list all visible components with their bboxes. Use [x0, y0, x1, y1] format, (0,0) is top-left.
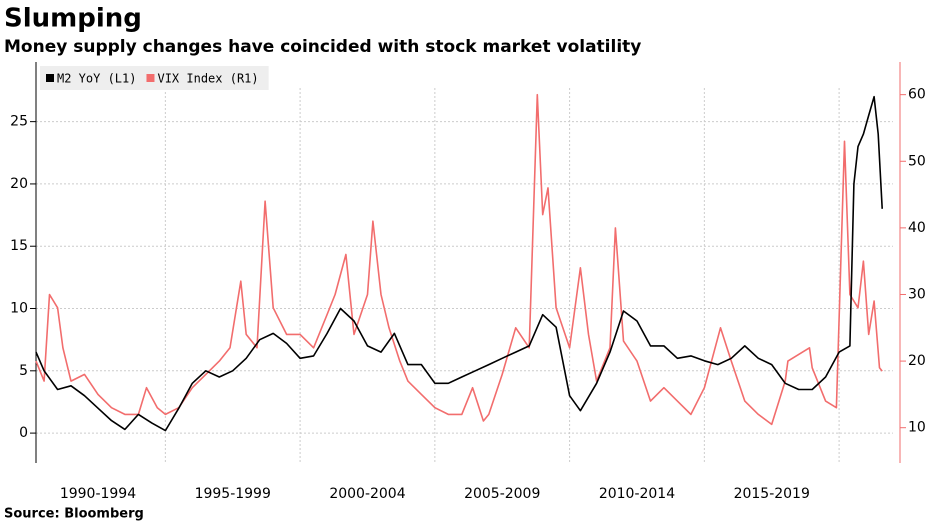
legend-swatch	[46, 74, 54, 82]
y2-tick-label: 60	[908, 87, 926, 103]
x-tick-label: 1990-1994	[60, 486, 136, 502]
chart-title: Slumping	[4, 4, 142, 34]
x-tick-label: 1995-1999	[195, 486, 271, 502]
y2-tick-label: 50	[908, 153, 926, 169]
x-tick-label: 2005-2009	[464, 486, 540, 502]
x-tick-label: 2015-2019	[734, 486, 810, 502]
y-tick-label: 25	[10, 114, 28, 130]
y-tick-label: 20	[10, 176, 28, 192]
y-tick-label: 15	[10, 238, 28, 254]
chart-subtitle: Money supply changes have coincided with…	[4, 37, 641, 57]
y-tick-label: 0	[19, 425, 28, 441]
legend-label: M2 YoY (L1)	[57, 72, 136, 86]
y2-tick-label: 40	[908, 220, 926, 236]
series-line	[35, 93, 883, 426]
legend-label: VIX Index (R1)	[157, 72, 258, 86]
series-line	[35, 95, 883, 432]
y-tick-label: 10	[10, 301, 28, 317]
y2-tick-label: 30	[908, 286, 926, 302]
x-tick-label: 2010-2014	[599, 486, 675, 502]
source: Source: Bloomberg	[4, 507, 144, 522]
y2-tick-label: 10	[908, 420, 926, 436]
legend-swatch	[146, 74, 155, 82]
y2-tick-label: 20	[908, 353, 926, 369]
y-tick-label: 5	[19, 363, 28, 379]
x-tick-label: 2000-2004	[329, 486, 405, 502]
